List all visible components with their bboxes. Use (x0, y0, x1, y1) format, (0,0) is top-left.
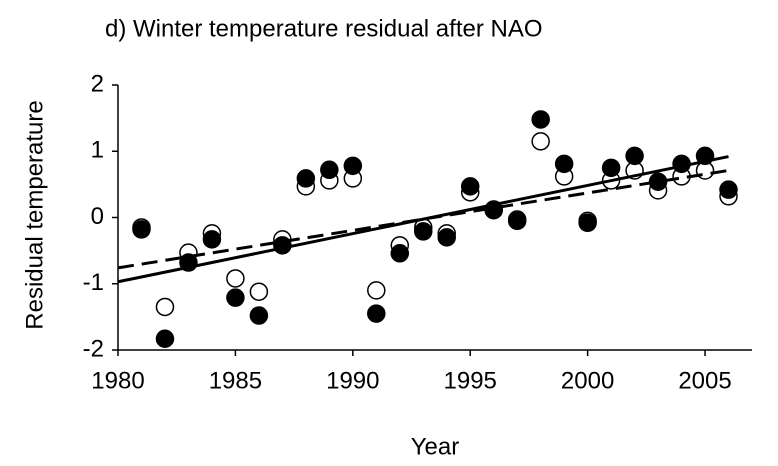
data-point (226, 288, 245, 307)
y-tick-label: 0 (91, 203, 104, 230)
trend-line (117, 155, 729, 284)
data-point (625, 146, 644, 166)
x-tick-label: 1990 (326, 367, 379, 394)
x-axis-label: Year (411, 433, 460, 460)
data-point (367, 304, 386, 323)
data-point (531, 110, 550, 129)
data-point (343, 156, 363, 176)
x-tick-label: 2005 (678, 367, 731, 394)
data-point (531, 132, 550, 151)
data-point (414, 222, 433, 241)
data-point (155, 297, 175, 317)
data-point (155, 329, 175, 348)
y-tick-label: -1 (83, 269, 104, 296)
x-tick-label: 1980 (91, 367, 144, 394)
data-point (507, 211, 527, 231)
data-point (202, 230, 222, 249)
data-point (367, 281, 386, 300)
data-point (132, 220, 151, 239)
x-tick-label: 1985 (209, 367, 262, 394)
y-tick-label: -2 (83, 335, 104, 362)
data-point (437, 228, 456, 247)
x-tick-label: 2000 (561, 367, 614, 394)
data-point (719, 180, 738, 199)
x-tick-label: 1995 (444, 367, 497, 394)
data-point (320, 160, 339, 180)
data-point (296, 169, 316, 188)
data-point (226, 269, 245, 288)
y-tick-label: 1 (91, 137, 104, 164)
data-point (390, 244, 410, 263)
trend-line (117, 168, 729, 270)
y-tick-label: 2 (91, 70, 104, 97)
data-point (249, 306, 269, 325)
data-point (578, 213, 597, 233)
data-point (554, 154, 574, 174)
data-point (249, 282, 269, 301)
data-point (601, 158, 621, 178)
data-point (460, 177, 480, 196)
y-axis-label: Residual temperature (21, 100, 48, 329)
chart-title: d) Winter temperature residual after NAO (105, 15, 543, 42)
